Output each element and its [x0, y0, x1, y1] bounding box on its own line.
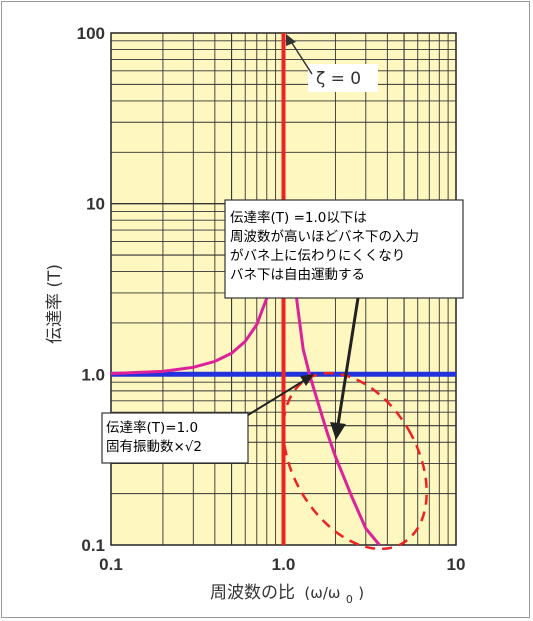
- y-tick-label: 100: [77, 24, 105, 43]
- y-tick-label: 10: [86, 195, 105, 214]
- zeta-label: ζ = 0: [316, 69, 361, 89]
- lower-annotation-box: [101, 412, 249, 464]
- x-tick-label: 10: [447, 555, 466, 574]
- y-axis-title: 伝達率 (T): [45, 264, 65, 344]
- tick-labels: 0.1 1.0 10 100 0.1 1.0 10: [77, 24, 466, 574]
- upper-arrow-head: [330, 422, 346, 440]
- zeta-arrow-head: [286, 34, 296, 46]
- x-tick-label: 1.0: [272, 555, 296, 574]
- x-axis-title-subscript: 0: [346, 593, 353, 606]
- x-axis-title-main: 周波数の比: [210, 583, 295, 603]
- zeta-arrow-line: [289, 39, 313, 75]
- annotation-layer: ζ = 0 伝達率(T) =1.0以下は周波数が高いほどバネ下の入力がバネ上に伝わ…: [101, 34, 464, 551]
- lower-annotation-line: 伝達率(T)=1.0: [106, 419, 198, 436]
- y-tick-label: 0.1: [81, 536, 105, 555]
- x-tick-label: 0.1: [99, 555, 123, 574]
- upper-annotation-line: 伝達率(T) =1.0以下は: [230, 209, 367, 226]
- y-axis-label: 伝達率 (T): [45, 264, 65, 344]
- upper-annotation-line: 周波数が高いほどバネ下の入力: [230, 228, 419, 245]
- highlight-ellipse: [282, 371, 428, 551]
- y-tick-label: 1.0: [81, 365, 105, 384]
- upper-annotation-line: がバネ上に伝わりにくくなり: [230, 248, 405, 264]
- x-axis-title-unit: (ω/ω: [304, 584, 340, 602]
- upper-annotation-line: バネ下は自由運動する: [230, 267, 365, 283]
- lower-arrow-line: [247, 379, 306, 416]
- x-axis-title: 周波数の比 (ω/ω 0 ): [210, 583, 364, 608]
- upper-annotation-box: [224, 199, 464, 299]
- lower-arrow-head: [300, 374, 314, 386]
- lower-annotation-line: 固有振動数×√2: [106, 439, 202, 455]
- zeta-label-background: [308, 64, 378, 92]
- upper-arrow-line: [336, 297, 360, 426]
- x-axis-title-close: ): [358, 584, 364, 602]
